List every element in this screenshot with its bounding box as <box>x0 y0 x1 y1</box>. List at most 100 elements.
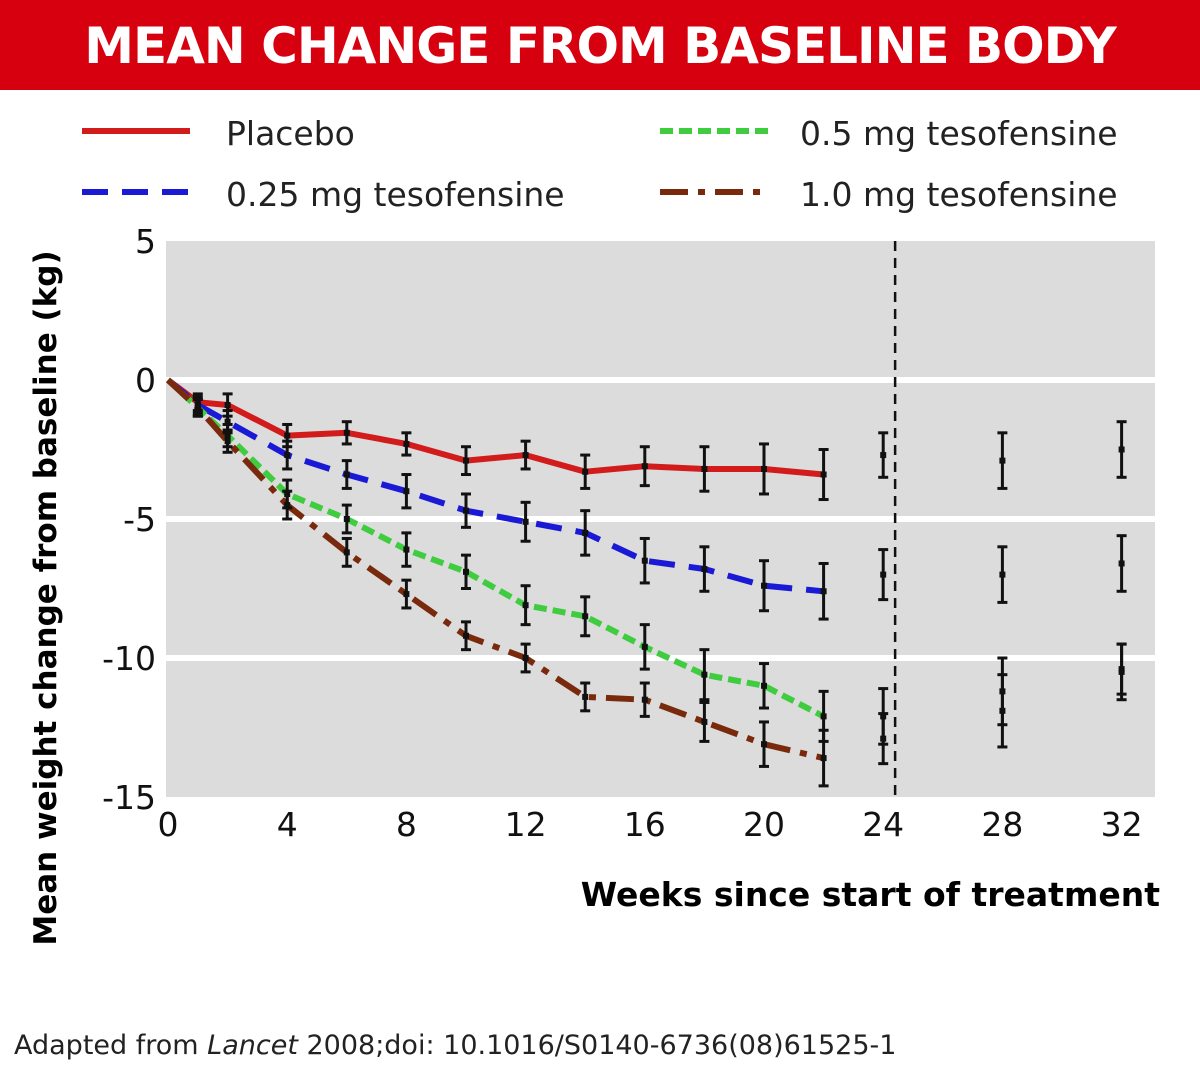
errorbar-0-25-mg-tesofensine-wk12 <box>520 500 531 543</box>
errorbar-followup-wk32-8 <box>1116 420 1127 479</box>
errorbar-0-5-mg-tesofensine-wk14 <box>580 595 591 638</box>
errorbar-0-5-mg-tesofensine-wk10-point <box>463 568 469 575</box>
errorbar-0-5-mg-tesofensine-wk18 <box>699 648 710 702</box>
errorbar-followup-wk28-4-point <box>999 457 1006 464</box>
y-tick-label-neg10: -10 <box>102 639 156 678</box>
errorbar-0-5-mg-tesofensine-wk16-point <box>641 643 648 650</box>
errorbar-1-0-mg-tesofensine-wk2-point <box>224 438 231 445</box>
errorbar-1-0-mg-tesofensine-wk20 <box>759 720 769 768</box>
errorbar-0-25-mg-tesofensine-wk8 <box>401 473 412 510</box>
errorbar-0-5-mg-tesofensine-wk14-point <box>582 613 589 620</box>
gridlines <box>166 377 1155 661</box>
x-tick-label-20: 20 <box>743 805 785 844</box>
errorbar-1-0-mg-tesofensine-wk22 <box>818 728 829 788</box>
errorbar-1-0-mg-tesofensine-wk22-point <box>820 755 827 762</box>
errorbar-0-25-mg-tesofensine-wk14 <box>580 509 591 557</box>
x-tick-label-24: 24 <box>862 805 904 844</box>
errorbar-followup-wk24-3 <box>878 712 889 766</box>
y-tick-label-neg5: -5 <box>123 500 156 539</box>
legend-label-0-5-mg-tesofensine: 0.5 mg tesofensine <box>800 114 1118 153</box>
x-tick-label-28: 28 <box>981 805 1023 844</box>
source-suffix: 2008;doi: 10.1016/S0140-6736(08)61525-1 <box>297 1030 897 1061</box>
errorbar-0-25-mg-tesofensine-wk16 <box>639 536 650 585</box>
errorbar-0-25-mg-tesofensine-wk4-point <box>284 452 291 459</box>
errorbar-0-25-mg-tesofensine-wk10 <box>461 492 471 529</box>
errorbar-0-5-mg-tesofensine-wk22-point <box>820 713 827 720</box>
legend: Placebo 0.25 mg tesofensine 0.5 mg tesofen… <box>82 114 1118 214</box>
errorbar-placebo-wk8 <box>401 431 412 457</box>
source-prefix: Adapted from <box>14 1030 208 1061</box>
source-journal: Lancet <box>207 1030 298 1061</box>
errorbar-1-0-mg-tesofensine-wk1 <box>192 397 203 418</box>
y-tick-label-0: 0 <box>135 361 156 400</box>
errorbar-0-25-mg-tesofensine-wk6 <box>341 459 352 490</box>
x-tick-label-8: 8 <box>396 805 417 844</box>
errorbar-placebo-wk14-point <box>582 468 589 475</box>
errorbar-1-0-mg-tesofensine-wk16-point <box>641 696 648 703</box>
errorbar-1-0-mg-tesofensine-wk6 <box>341 536 352 568</box>
errorbar-1-0-mg-tesofensine-wk4 <box>282 489 293 521</box>
errorbar-1-0-mg-tesofensine-wk12-point <box>522 655 529 661</box>
errorbar-1-0-mg-tesofensine-wk18-point <box>701 718 708 725</box>
errorbar-followup-wk24-3-point <box>880 735 887 742</box>
x-tick-label-4: 4 <box>277 805 298 844</box>
errorbar-0-25-mg-tesofensine-wk16-point <box>641 557 648 564</box>
errorbar-0-5-mg-tesofensine-wk20 <box>759 662 769 710</box>
errorbar-followup-wk24-1 <box>878 548 889 602</box>
errorbar-placebo-wk14 <box>580 453 591 490</box>
errorbar-0-5-mg-tesofensine-wk20-point <box>761 682 767 689</box>
errorbar-followup-wk24-1-point <box>880 571 887 578</box>
errorbar-0-5-mg-tesofensine-wk16 <box>639 623 650 671</box>
errorbar-placebo-wk16 <box>639 445 650 488</box>
errorbar-1-0-mg-tesofensine-wk10 <box>461 620 471 652</box>
errorbar-placebo-wk10-point <box>463 457 469 464</box>
errorbar-0-5-mg-tesofensine-wk12-point <box>522 602 529 609</box>
errorbar-1-0-mg-tesofensine-wk4-point <box>284 502 291 509</box>
errorbar-followup-wk28-5 <box>997 545 1008 604</box>
errorbar-0-25-mg-tesofensine-wk18 <box>699 545 710 593</box>
errorbar-0-25-mg-tesofensine-wk12-point <box>522 518 529 525</box>
x-axis-label: Weeks since start of treatment <box>581 875 1160 914</box>
errorbar-placebo-wk6-point <box>343 429 350 436</box>
x-tick-label-32: 32 <box>1101 805 1143 844</box>
errorbar-0-25-mg-tesofensine-wk14-point <box>582 529 589 536</box>
legend-item-0-25-mg-tesofensine: 0.25 mg tesofensine <box>82 175 565 214</box>
legend-item-0-5-mg-tesofensine: 0.5 mg tesofensine <box>660 114 1118 153</box>
legend-item-1-0-mg-tesofensine: 1.0 mg tesofensine <box>660 175 1118 214</box>
errorbar-followup-wk24-0 <box>878 431 889 479</box>
errorbar-followup-wk28-7-point <box>999 707 1006 714</box>
errorbar-placebo-wk6 <box>341 420 352 446</box>
errorbar-1-0-mg-tesofensine-wk8 <box>401 578 412 610</box>
errorbar-followup-wk24-0-point <box>880 452 887 459</box>
errorbar-1-0-mg-tesofensine-wk12 <box>520 642 531 674</box>
errorbar-0-25-mg-tesofensine-wk2-point <box>224 418 231 425</box>
errorbar-layer <box>192 392 1127 788</box>
errorbar-followup-wk32-8-point <box>1118 446 1125 453</box>
errorbar-placebo-wk8-point <box>403 440 410 447</box>
errorbar-1-0-mg-tesofensine-wk2 <box>222 428 233 454</box>
errorbar-0-25-mg-tesofensine-wk4 <box>282 439 293 471</box>
errorbar-0-25-mg-tesofensine-wk8-point <box>403 488 410 495</box>
y-axis-label: Mean weight change from baseline (kg) <box>28 250 64 945</box>
errorbar-placebo-wk22-point <box>820 471 827 478</box>
errorbar-0-25-mg-tesofensine-wk10-point <box>463 507 469 514</box>
legend-item-placebo: Placebo <box>82 114 355 153</box>
errorbar-1-0-mg-tesofensine-wk14 <box>580 681 591 713</box>
errorbar-1-0-mg-tesofensine-wk8-point <box>403 591 410 598</box>
errorbar-0-25-mg-tesofensine-wk20-point <box>761 582 767 589</box>
errorbar-placebo-wk12-point <box>522 452 529 459</box>
errorbar-placebo-wk12 <box>520 439 531 471</box>
errorbar-0-25-mg-tesofensine-wk20 <box>759 559 769 613</box>
errorbar-placebo-wk18-point <box>701 465 708 472</box>
title-bar: MEAN CHANGE FROM BASELINE BODY WEIGHT <box>0 0 1200 167</box>
chart-title: MEAN CHANGE FROM BASELINE BODY WEIGHT <box>84 17 1116 167</box>
errorbar-followup-wk32-9 <box>1116 534 1127 593</box>
errorbar-0-5-mg-tesofensine-wk12 <box>520 584 531 627</box>
x-tick-label-12: 12 <box>505 805 547 844</box>
x-tick-label-0: 0 <box>158 805 179 844</box>
errorbar-followup-wk32-11 <box>1116 642 1127 702</box>
axis-layer: 0 4 8 12 16 20 24 28 32 5 0 -5 -10 -15 <box>102 222 1143 844</box>
errorbar-0-25-mg-tesofensine-wk22-point <box>820 588 827 595</box>
y-tick-label-5: 5 <box>135 222 156 261</box>
legend-label-0-25-mg-tesofensine: 0.25 mg tesofensine <box>226 175 565 214</box>
